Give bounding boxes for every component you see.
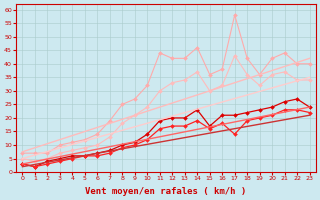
X-axis label: Vent moyen/en rafales ( km/h ): Vent moyen/en rafales ( km/h ): [85, 187, 247, 196]
